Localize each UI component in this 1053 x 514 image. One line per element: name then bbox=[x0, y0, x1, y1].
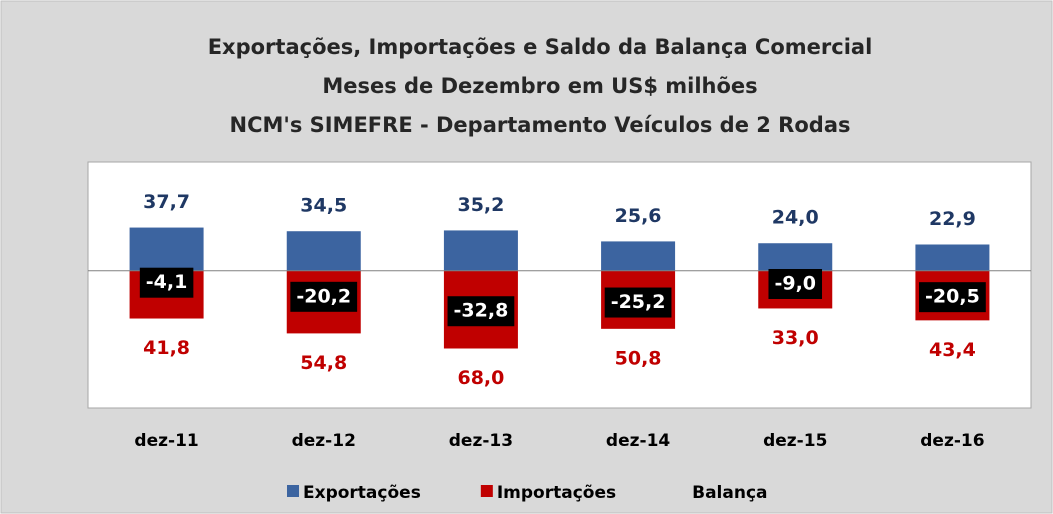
legend-label: Exportações bbox=[303, 483, 421, 503]
bar bbox=[758, 243, 833, 271]
data-label: 43,4 bbox=[929, 339, 976, 361]
bar bbox=[915, 244, 990, 271]
data-label: -32,8 bbox=[454, 300, 509, 322]
bar bbox=[129, 227, 204, 271]
x-tick-label: dez-14 bbox=[606, 431, 670, 451]
data-label: 54,8 bbox=[300, 352, 347, 374]
x-tick-label: dez-11 bbox=[134, 431, 198, 451]
legend-swatch bbox=[287, 485, 299, 497]
bar bbox=[286, 231, 361, 271]
data-label: -20,2 bbox=[296, 285, 351, 307]
x-tick-label: dez-16 bbox=[920, 431, 984, 451]
legend-label: Balança bbox=[692, 483, 767, 503]
data-label: 68,0 bbox=[457, 367, 504, 389]
x-tick-label: dez-15 bbox=[763, 431, 827, 451]
data-label: 41,8 bbox=[143, 337, 190, 359]
chart-subtitle: NCM's SIMEFRE - Departamento Veículos de… bbox=[230, 113, 851, 137]
data-label: 35,2 bbox=[457, 194, 504, 216]
balance-label-box bbox=[768, 268, 823, 299]
data-label: -20,5 bbox=[925, 286, 980, 308]
data-label: 22,9 bbox=[929, 208, 976, 230]
bar bbox=[601, 241, 676, 271]
data-label: 50,8 bbox=[615, 347, 662, 369]
data-label: 34,5 bbox=[300, 195, 347, 217]
balance-label-box bbox=[604, 287, 672, 318]
data-label: -25,2 bbox=[611, 291, 666, 313]
bar bbox=[443, 230, 518, 271]
plot-area bbox=[87, 161, 1032, 409]
data-label: -4,1 bbox=[146, 271, 188, 293]
balance-label-box bbox=[290, 281, 358, 312]
balance-label-box bbox=[139, 267, 194, 298]
data-label: 24,0 bbox=[772, 207, 819, 229]
data-label: 37,7 bbox=[143, 191, 190, 213]
balance-label-box bbox=[919, 282, 986, 313]
data-label: 33,0 bbox=[772, 327, 819, 349]
chart-subtitle: Meses de Dezembro em US$ milhões bbox=[322, 74, 757, 98]
x-tick-label: dez-13 bbox=[449, 431, 513, 451]
x-tick-label: dez-12 bbox=[292, 431, 356, 451]
data-label: 25,6 bbox=[615, 205, 662, 227]
balance-label-box bbox=[447, 296, 515, 327]
legend-label: Importações bbox=[497, 483, 616, 503]
data-label: -9,0 bbox=[774, 272, 816, 294]
legend-swatch bbox=[480, 485, 493, 497]
chart-title: Exportações, Importações e Saldo da Bala… bbox=[208, 35, 873, 59]
